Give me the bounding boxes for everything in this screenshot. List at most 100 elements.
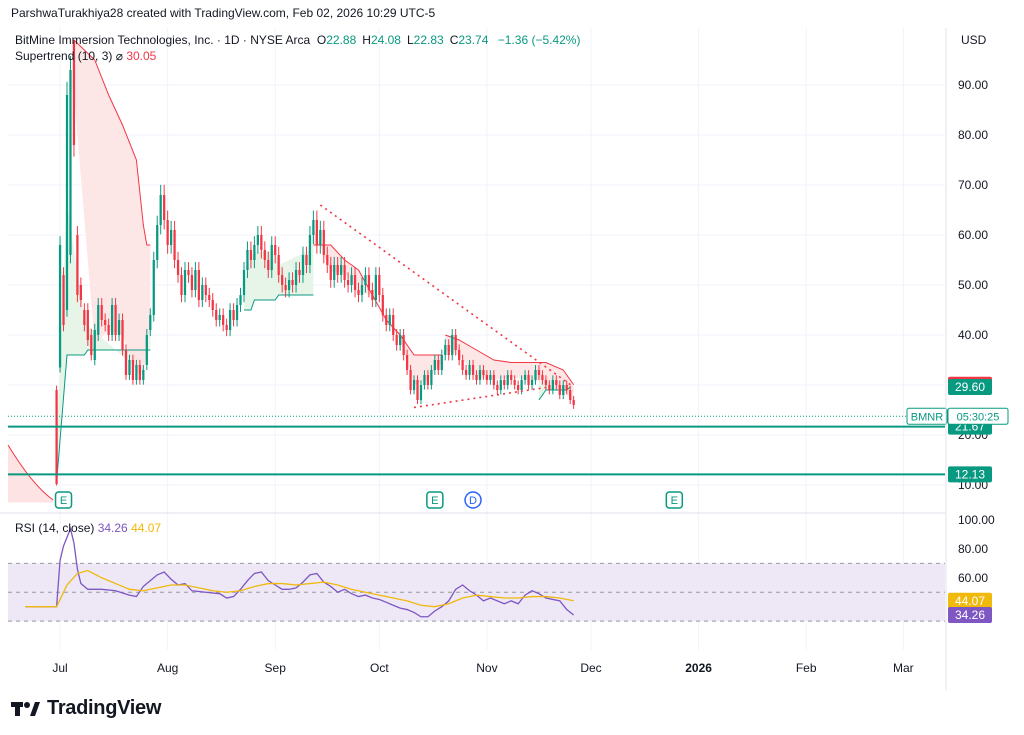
candle-down [558, 385, 561, 395]
rsi-label-bg [948, 606, 992, 623]
supertrend-down-fill [8, 445, 54, 503]
price-label-bg [948, 379, 992, 395]
candle-up [478, 370, 482, 380]
candle-up [235, 305, 239, 320]
ohlc-key: H [362, 33, 371, 47]
candle-up [364, 275, 367, 285]
candle-down [510, 375, 513, 380]
candle-down [281, 275, 284, 285]
candle-down [305, 255, 308, 265]
candle-up [239, 295, 242, 305]
candle-down [232, 310, 235, 320]
candle-down [315, 220, 318, 245]
candle-down [72, 40, 76, 145]
trendlines[interactable] [319, 204, 575, 409]
candle-up [152, 260, 155, 315]
candle-down [173, 230, 176, 260]
ohlc-value: 22.88 [326, 33, 357, 47]
candle-down [215, 310, 218, 320]
candle-down [392, 315, 395, 335]
candle-down [104, 320, 107, 325]
rsi-tick-label: 100.00 [958, 513, 995, 527]
candle-down [291, 280, 294, 285]
candle-up [135, 365, 138, 380]
supertrend-down-fill [73, 40, 151, 375]
candle-up [451, 335, 454, 355]
ohlc-value: 24.08 [370, 33, 401, 47]
candle-down [163, 195, 166, 220]
candle-up [308, 235, 312, 265]
change-value: −1.36 (−5.42%) [497, 33, 581, 47]
candle-down [409, 370, 412, 390]
candle-down [555, 380, 558, 385]
candle-up [183, 270, 187, 295]
x-tick-label: Dec [580, 661, 601, 675]
candle-down [471, 365, 475, 375]
tradingview-logo[interactable]: TradingView [11, 697, 161, 720]
candle-up [399, 335, 402, 345]
supertrend-value: 30.05 [126, 49, 157, 63]
attribution-text: ParshwaTurakhiya28 created with TradingV… [11, 6, 436, 20]
candle-up [246, 250, 249, 270]
candle-down [204, 285, 207, 295]
candle-up [433, 360, 436, 370]
candle-up [201, 285, 204, 300]
rsi-series-line [25, 526, 575, 618]
currency-label[interactable]: USD [961, 33, 987, 47]
candle-down [378, 275, 381, 295]
candle-up [93, 330, 96, 360]
candle-down [187, 270, 190, 275]
candle-down [55, 390, 58, 484]
horizontal-lines[interactable] [8, 415, 945, 476]
candle-down [464, 370, 468, 375]
earnings-marker-label: E [671, 495, 678, 507]
candle-up [253, 245, 256, 260]
candle-up [340, 265, 343, 275]
main-grid [8, 28, 945, 650]
x-tick-label: 2026 [685, 661, 712, 675]
candle-down [548, 385, 551, 390]
x-tick-label: Sep [265, 661, 287, 675]
candle-down [83, 310, 86, 325]
y-tick-label: 60.00 [958, 228, 988, 242]
candle-up [228, 310, 232, 330]
instrument-title: BitMine Immersion Technologies, Inc. · 1… [15, 33, 311, 47]
candle-up [256, 235, 259, 245]
candle-down [180, 275, 183, 295]
supertrend-legend[interactable]: Supertrend (10, 3) ⌀ 30.05 [15, 49, 156, 63]
price-label: 29.60 [955, 380, 985, 394]
rsi-value: 34.26 [97, 521, 128, 535]
x-tick-label: Nov [476, 661, 497, 675]
dividend-marker-label: D [469, 495, 477, 507]
visibility-icon[interactable]: ⌀ [115, 49, 123, 63]
tradingview-logo-icon [11, 701, 40, 716]
supertrend-up-line [538, 386, 571, 401]
candle-up [301, 255, 305, 275]
x-tick-label: Jul [52, 661, 67, 675]
ticker-badge: BMNR [911, 411, 943, 423]
candle-down [416, 380, 419, 400]
candle-up [419, 385, 423, 400]
candle-down [222, 315, 225, 325]
candle-down [79, 285, 83, 300]
candle-up [468, 365, 471, 375]
candle-down [197, 270, 200, 300]
candle-down [367, 275, 371, 290]
candle-down [76, 235, 79, 295]
candle-up [333, 265, 336, 280]
candle-down [326, 255, 329, 265]
symbol-legend[interactable]: BitMine Immersion Technologies, Inc. · 1… [15, 33, 586, 47]
candle-down [537, 370, 541, 375]
time-axis[interactable]: Jul Aug Sep Oct Nov Dec 2026 Feb Mar [52, 661, 913, 675]
candle-down [90, 335, 93, 355]
candle-up [360, 285, 364, 295]
rsi-legend[interactable]: RSI (14, close) 34.26 44.07 [15, 521, 161, 535]
candle-up [319, 230, 322, 245]
candle-down [426, 375, 430, 385]
supertrend-label: Supertrend (10, 3) [15, 49, 113, 63]
candle-down [336, 265, 339, 275]
candle-up [149, 315, 152, 330]
candle-up [374, 275, 377, 300]
